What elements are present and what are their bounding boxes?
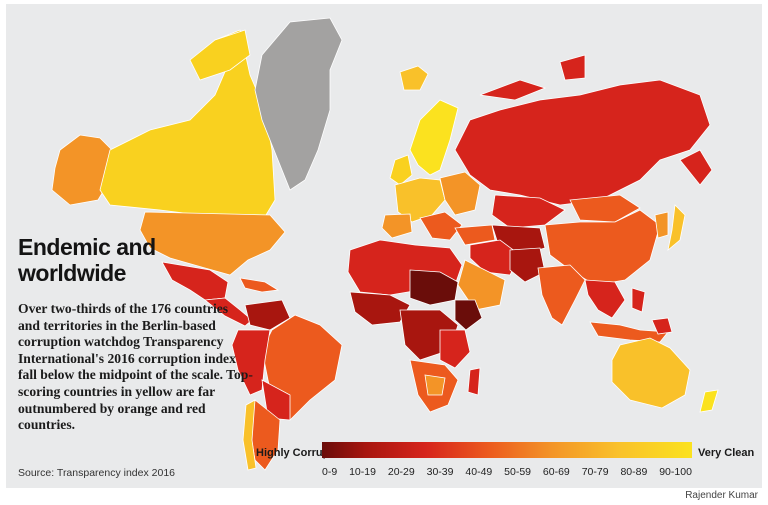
- legend-tick: 50-59: [504, 466, 532, 478]
- region-arctic-russia-islands: [479, 54, 586, 101]
- body-text: Over two-thirds of the 176 countries and…: [18, 301, 253, 433]
- legend-ticks: 0-9 10-19 20-29 30-39 40-49 50-59 60-69 …: [322, 466, 692, 478]
- legend-high-label: Very Clean: [698, 447, 755, 459]
- region-iran-iraq: [469, 239, 521, 276]
- region-china: [544, 209, 661, 286]
- region-east-africa: [439, 329, 471, 369]
- legend-tick: 30-39: [426, 466, 454, 478]
- region-canada: [99, 29, 276, 226]
- region-new-zealand: [699, 389, 719, 413]
- region-afghanistan-pakistan: [509, 247, 546, 283]
- region-iceland: [399, 65, 429, 91]
- region-andes: [231, 329, 271, 396]
- region-eastern-europe: [439, 171, 481, 216]
- region-korea: [654, 211, 669, 239]
- region-russia: [454, 79, 711, 206]
- legend-tick: 40-49: [465, 466, 493, 478]
- region-uk-ireland: [389, 154, 413, 186]
- headline: Endemic and worldwide: [18, 234, 156, 286]
- region-bolivia-paraguay: [261, 379, 291, 421]
- legend-tick: 0-9: [322, 466, 338, 478]
- region-philippines: [631, 287, 646, 313]
- region-papua: [651, 317, 673, 335]
- legend-low-label: Highly Corrupt: [256, 447, 333, 459]
- region-russia-east: [679, 149, 713, 186]
- legend-color-scale: [322, 442, 692, 458]
- legend-tick: 60-69: [542, 466, 570, 478]
- region-iberia: [381, 213, 413, 239]
- legend-tick: 90-100: [659, 466, 692, 478]
- legend-tick: 70-79: [581, 466, 609, 478]
- region-greenland: [254, 17, 343, 191]
- region-mongolia: [569, 194, 641, 223]
- region-arabia: [457, 259, 506, 311]
- region-turkey: [454, 224, 496, 246]
- region-western-europe: [394, 177, 446, 223]
- region-chile-uruguay: [242, 399, 257, 471]
- legend-tick: 80-89: [620, 466, 648, 478]
- region-japan: [667, 204, 686, 252]
- credit: Rajender Kumar: [685, 490, 758, 501]
- region-indonesia: [589, 321, 669, 343]
- region-balkans-italy: [419, 211, 463, 241]
- region-southeast-asia: [584, 279, 626, 319]
- region-horn-of-africa: [454, 299, 483, 331]
- region-madagascar: [467, 367, 481, 396]
- source-note: Source: Transparency index 2016: [18, 467, 176, 479]
- region-west-africa: [349, 291, 411, 326]
- region-india: [537, 264, 586, 326]
- region-caribbean: [239, 277, 280, 293]
- region-venezuela: [244, 299, 291, 331]
- region-usa: [139, 211, 286, 276]
- legend-tick: 10-19: [349, 466, 376, 478]
- region-scandinavia: [409, 99, 459, 176]
- region-australia: [611, 337, 691, 409]
- region-botswana: [424, 374, 446, 396]
- legend-tick: 20-29: [387, 466, 415, 478]
- region-arctic-islands: [189, 29, 251, 81]
